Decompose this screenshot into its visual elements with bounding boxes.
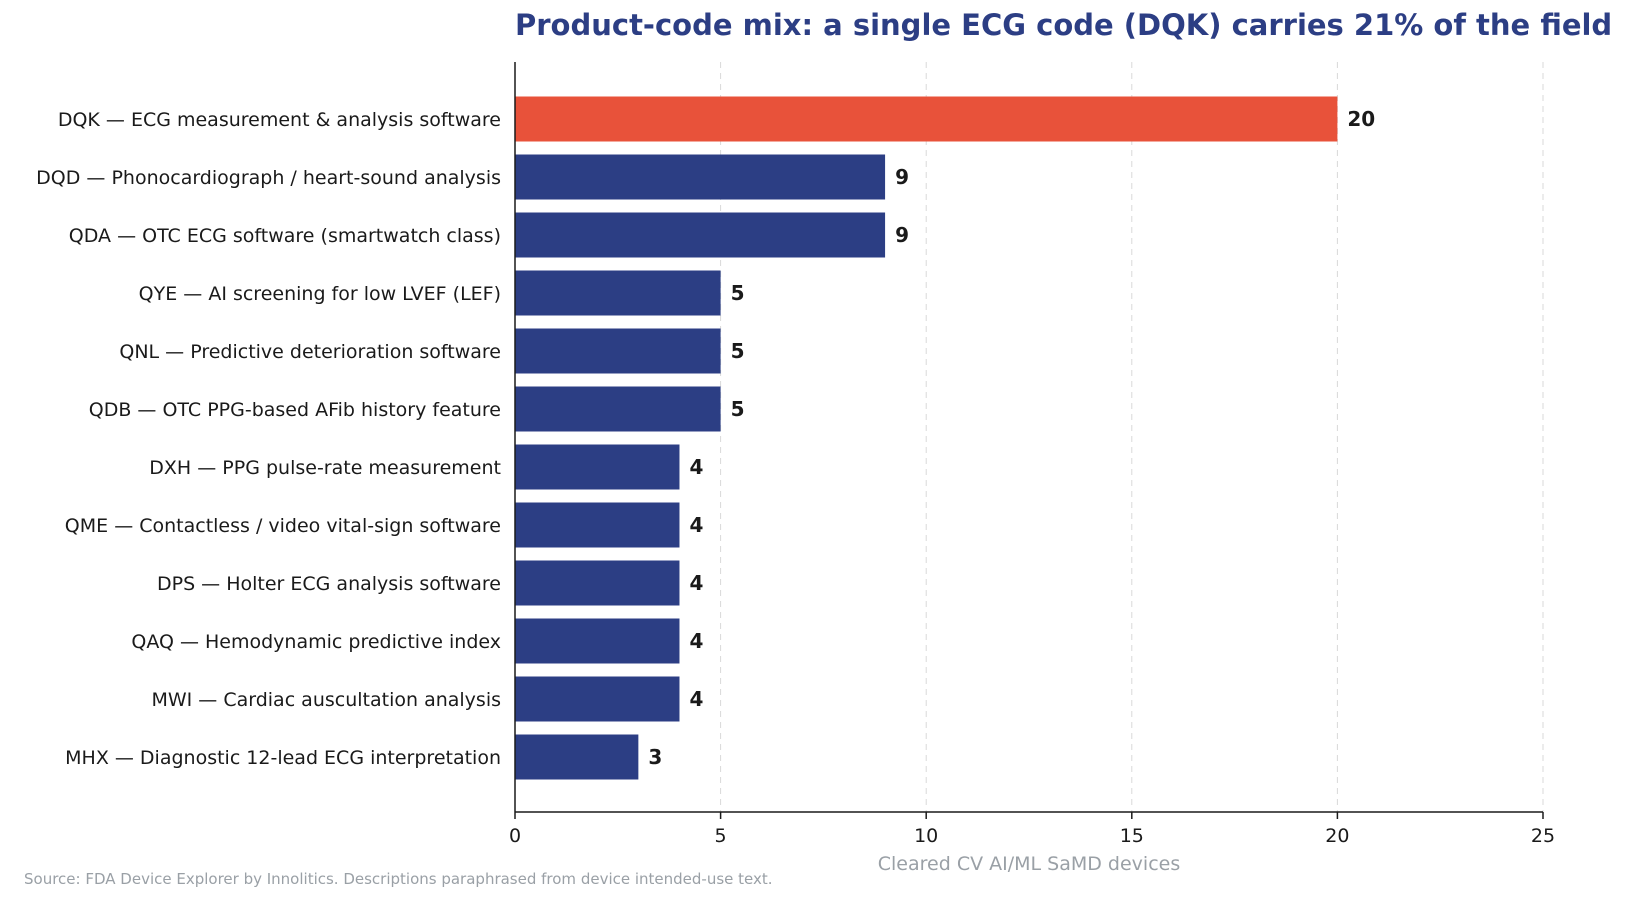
bar-8 (515, 560, 680, 606)
category-label-0: DQK — ECG measurement & analysis softwar… (58, 109, 501, 131)
category-label-2: QDA — OTC ECG software (smartwatch class… (69, 225, 501, 247)
category-label-10: MWI — Cardiac auscultation analysis (151, 689, 501, 711)
value-label-11: 3 (648, 745, 662, 769)
value-label-1: 9 (895, 165, 909, 189)
x-tick-label-5: 5 (715, 825, 727, 847)
value-label-3: 5 (731, 281, 745, 305)
bar-1 (515, 154, 886, 200)
category-label-8: DPS — Holter ECG analysis software (157, 573, 501, 595)
category-label-9: QAQ — Hemodynamic predictive index (131, 631, 501, 653)
category-labels: DQK — ECG measurement & analysis softwar… (36, 109, 501, 769)
x-tick-label-25: 25 (1531, 825, 1555, 847)
x-axis-title: Cleared CV AI/ML SaMD devices (878, 853, 1180, 875)
category-label-5: QDB — OTC PPG-based AFib history feature (89, 399, 501, 421)
bar-2 (515, 212, 886, 258)
x-ticks: 0 5 10 15 20 25 (509, 812, 1555, 847)
bar-6 (515, 444, 680, 490)
value-label-5: 5 (731, 397, 745, 421)
value-label-2: 9 (895, 223, 909, 247)
source-note: Source: FDA Device Explorer by Innolitic… (24, 870, 773, 888)
value-label-9: 4 (689, 629, 703, 653)
x-tick-label-20: 20 (1325, 825, 1349, 847)
category-label-1: DQD — Phonocardiograph / heart-sound ana… (36, 167, 501, 189)
bar-4 (515, 328, 721, 374)
value-label-0: 20 (1347, 107, 1375, 131)
value-label-8: 4 (689, 571, 703, 595)
bar-7 (515, 502, 680, 548)
value-label-10: 4 (689, 687, 703, 711)
bar-11 (515, 734, 639, 780)
category-label-3: QYE — AI screening for low LVEF (LEF) (139, 283, 501, 305)
bars (515, 96, 1338, 780)
bar-5 (515, 386, 721, 432)
chart-title: Product-code mix: a single ECG code (DQK… (515, 8, 1613, 42)
bar-0 (515, 96, 1338, 142)
x-tick-label-15: 15 (1120, 825, 1144, 847)
bar-9 (515, 618, 680, 664)
value-labels: 20 9 9 5 5 5 4 4 4 4 4 3 (648, 107, 1375, 769)
axes (514, 62, 1543, 813)
x-tick-label-0: 0 (509, 825, 521, 847)
category-label-4: QNL — Predictive deterioration software (119, 341, 501, 363)
value-label-4: 5 (731, 339, 745, 363)
category-label-11: MHX — Diagnostic 12-lead ECG interpretat… (65, 747, 501, 769)
x-tick-label-10: 10 (914, 825, 938, 847)
category-label-6: DXH — PPG pulse-rate measurement (149, 457, 501, 479)
value-label-7: 4 (689, 513, 703, 537)
bar-3 (515, 270, 721, 316)
bar-10 (515, 676, 680, 722)
value-label-6: 4 (689, 455, 703, 479)
category-label-7: QME — Contactless / video vital-sign sof… (65, 515, 501, 537)
